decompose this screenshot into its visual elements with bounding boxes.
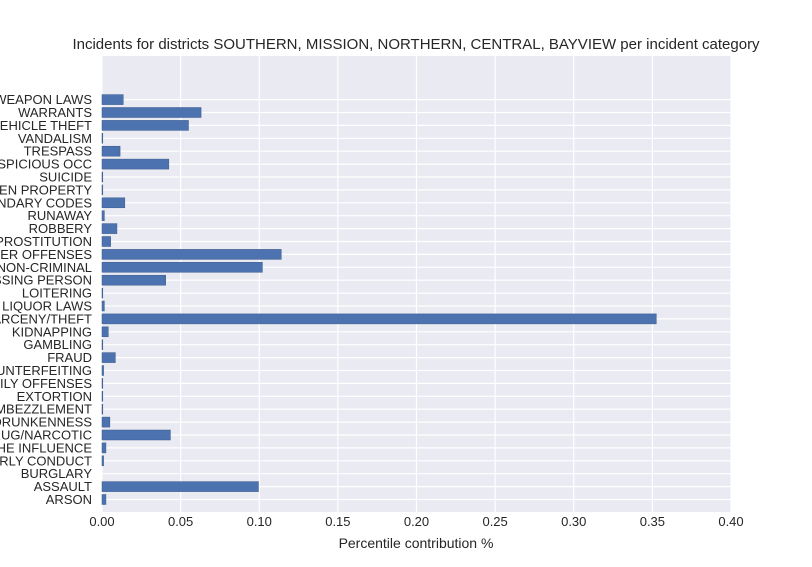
y-tick-label: DRUNKENNESS	[0, 415, 92, 430]
y-tick-label: VEHICLE THEFT	[0, 118, 92, 133]
bar-weapon-laws	[101, 94, 124, 105]
y-tick-label: SUSPICIOUS OCC	[0, 157, 92, 172]
bar-loitering	[101, 287, 104, 299]
x-tick-labels: 0.00 0.05 0.10 0.15 0.20 0.25 0.30 0.35 0.40	[89, 514, 743, 529]
y-tick-label: SECONDARY CODES	[0, 195, 92, 210]
bar-gambling	[101, 339, 104, 350]
x-tick-label: 0.30	[561, 514, 586, 529]
y-tick-labels: ARSONASSAULTBURGLARYDISORDERLY CONDUCTDR…	[0, 92, 92, 507]
bar-missing-person	[101, 274, 166, 286]
bar-suspicious-occ	[101, 158, 170, 170]
y-tick-label: ASSAULT	[34, 479, 92, 494]
bar-drunkenness	[101, 416, 111, 428]
y-tick-label: FORGERY/COUNTERFEITING	[0, 363, 92, 378]
bar-drug-narcotic	[101, 429, 171, 441]
y-tick-label: WARRANTS	[18, 105, 92, 120]
y-tick-label: FAMILY OFFENSES	[0, 376, 92, 391]
y-tick-label: VANDALISM	[18, 131, 92, 146]
y-tick-label: RUNAWAY	[27, 208, 92, 223]
y-tick-label: NON-CRIMINAL	[0, 260, 92, 275]
y-tick-label: EXTORTION	[17, 389, 92, 404]
y-tick-label: SUICIDE	[39, 170, 92, 185]
bar-warrants	[101, 107, 202, 118]
y-tick-label: LARCENY/THEFT	[0, 311, 92, 326]
bar-driving-under-the-influence	[101, 442, 107, 454]
y-tick-label: KIDNAPPING	[12, 324, 92, 339]
grid-lines	[101, 56, 732, 512]
y-tick-label: LOITERING	[22, 286, 92, 301]
x-axis-label: Percentile contribution %	[339, 535, 494, 551]
bars	[101, 94, 657, 505]
bar-forgery-counterfeiting	[101, 365, 104, 376]
bar-prostitution	[101, 236, 111, 247]
x-tick-label: 0.20	[404, 514, 429, 529]
bar-family-offenses	[101, 378, 104, 389]
bar-disorderly-conduct	[101, 455, 104, 467]
bar-other-offenses	[101, 249, 282, 260]
bar-vandalism	[101, 133, 104, 144]
y-tick-label: BURGLARY	[21, 466, 93, 481]
chart-title: Incidents for districts SOUTHERN, MISSIO…	[72, 36, 760, 53]
bar-extortion	[101, 391, 104, 402]
y-tick-label: TRESPASS	[24, 144, 93, 159]
bar-secondary-codes	[101, 197, 126, 209]
y-tick-label: ROBBERY	[29, 221, 93, 236]
y-tick-label: DRUG/NARCOTIC	[0, 428, 92, 443]
x-tick-label: 0.35	[640, 514, 665, 529]
bar-kidnapping	[101, 326, 109, 338]
x-tick-label: 0.10	[247, 514, 272, 529]
y-tick-label: PROSTITUTION	[0, 234, 92, 249]
bar-arson	[101, 494, 107, 505]
y-tick-label: LIQUOR LAWS	[2, 299, 92, 314]
y-tick-label: STOLEN PROPERTY	[0, 182, 92, 197]
bar-liquor-laws	[101, 300, 105, 312]
y-tick-label: EMBEZZLEMENT	[0, 402, 92, 417]
x-tick-label: 0.40	[718, 514, 743, 529]
bar-non-criminal	[101, 262, 263, 273]
bar-larceny-theft	[101, 313, 657, 325]
x-tick-label: 0.00	[89, 514, 114, 529]
x-tick-label: 0.15	[325, 514, 350, 529]
y-tick-label: MISSING PERSON	[0, 273, 92, 288]
y-tick-label: ARSON	[46, 492, 92, 507]
x-tick-label: 0.05	[168, 514, 193, 529]
bar-fraud	[101, 352, 116, 363]
y-tick-label: DRIVING UNDER THE INFLUENCE	[0, 440, 92, 455]
bar-runaway	[101, 210, 105, 221]
bar-embezzlement	[101, 403, 104, 415]
y-tick-label: DISORDERLY CONDUCT	[0, 453, 92, 468]
y-tick-label: FRAUD	[47, 350, 92, 365]
bar-suicide	[101, 171, 104, 183]
y-tick-label: WEAPON LAWS	[0, 92, 92, 107]
bar-robbery	[101, 223, 118, 234]
bar-vehicle-theft	[101, 120, 189, 131]
y-tick-label: GAMBLING	[23, 337, 92, 352]
bar-assault	[101, 481, 259, 492]
x-tick-label: 0.25	[482, 514, 507, 529]
y-tick-label: OTHER OFFENSES	[0, 247, 92, 262]
bar-stolen-property	[101, 184, 104, 196]
bar-trespass	[101, 145, 121, 157]
